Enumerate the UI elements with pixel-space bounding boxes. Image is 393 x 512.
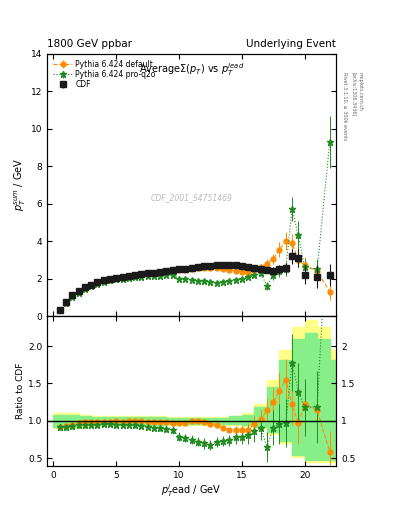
Y-axis label: Ratio to CDF: Ratio to CDF [16, 363, 25, 419]
Text: [arXiv:1306.3436]: [arXiv:1306.3436] [351, 72, 356, 116]
Text: mcplots.cern.ch: mcplots.cern.ch [358, 72, 363, 111]
Y-axis label: $p_T^{sum}$ / GeV: $p_T^{sum}$ / GeV [13, 158, 28, 211]
Text: Average$\Sigma(p_T)$ vs $p_T^{lead}$: Average$\Sigma(p_T)$ vs $p_T^{lead}$ [139, 61, 244, 78]
Text: Underlying Event: Underlying Event [246, 38, 336, 49]
Text: Rivet 3.1.10, ≥ 300k events: Rivet 3.1.10, ≥ 300k events [342, 72, 347, 140]
X-axis label: $p_T^l$ead / GeV: $p_T^l$ead / GeV [162, 482, 222, 499]
Text: 1800 GeV ppbar: 1800 GeV ppbar [47, 38, 132, 49]
Text: CDF_2001_S4751469: CDF_2001_S4751469 [151, 194, 233, 203]
Legend: Pythia 6.424 default, Pythia 6.424 pro-q2o, CDF: Pythia 6.424 default, Pythia 6.424 pro-q… [51, 57, 158, 92]
